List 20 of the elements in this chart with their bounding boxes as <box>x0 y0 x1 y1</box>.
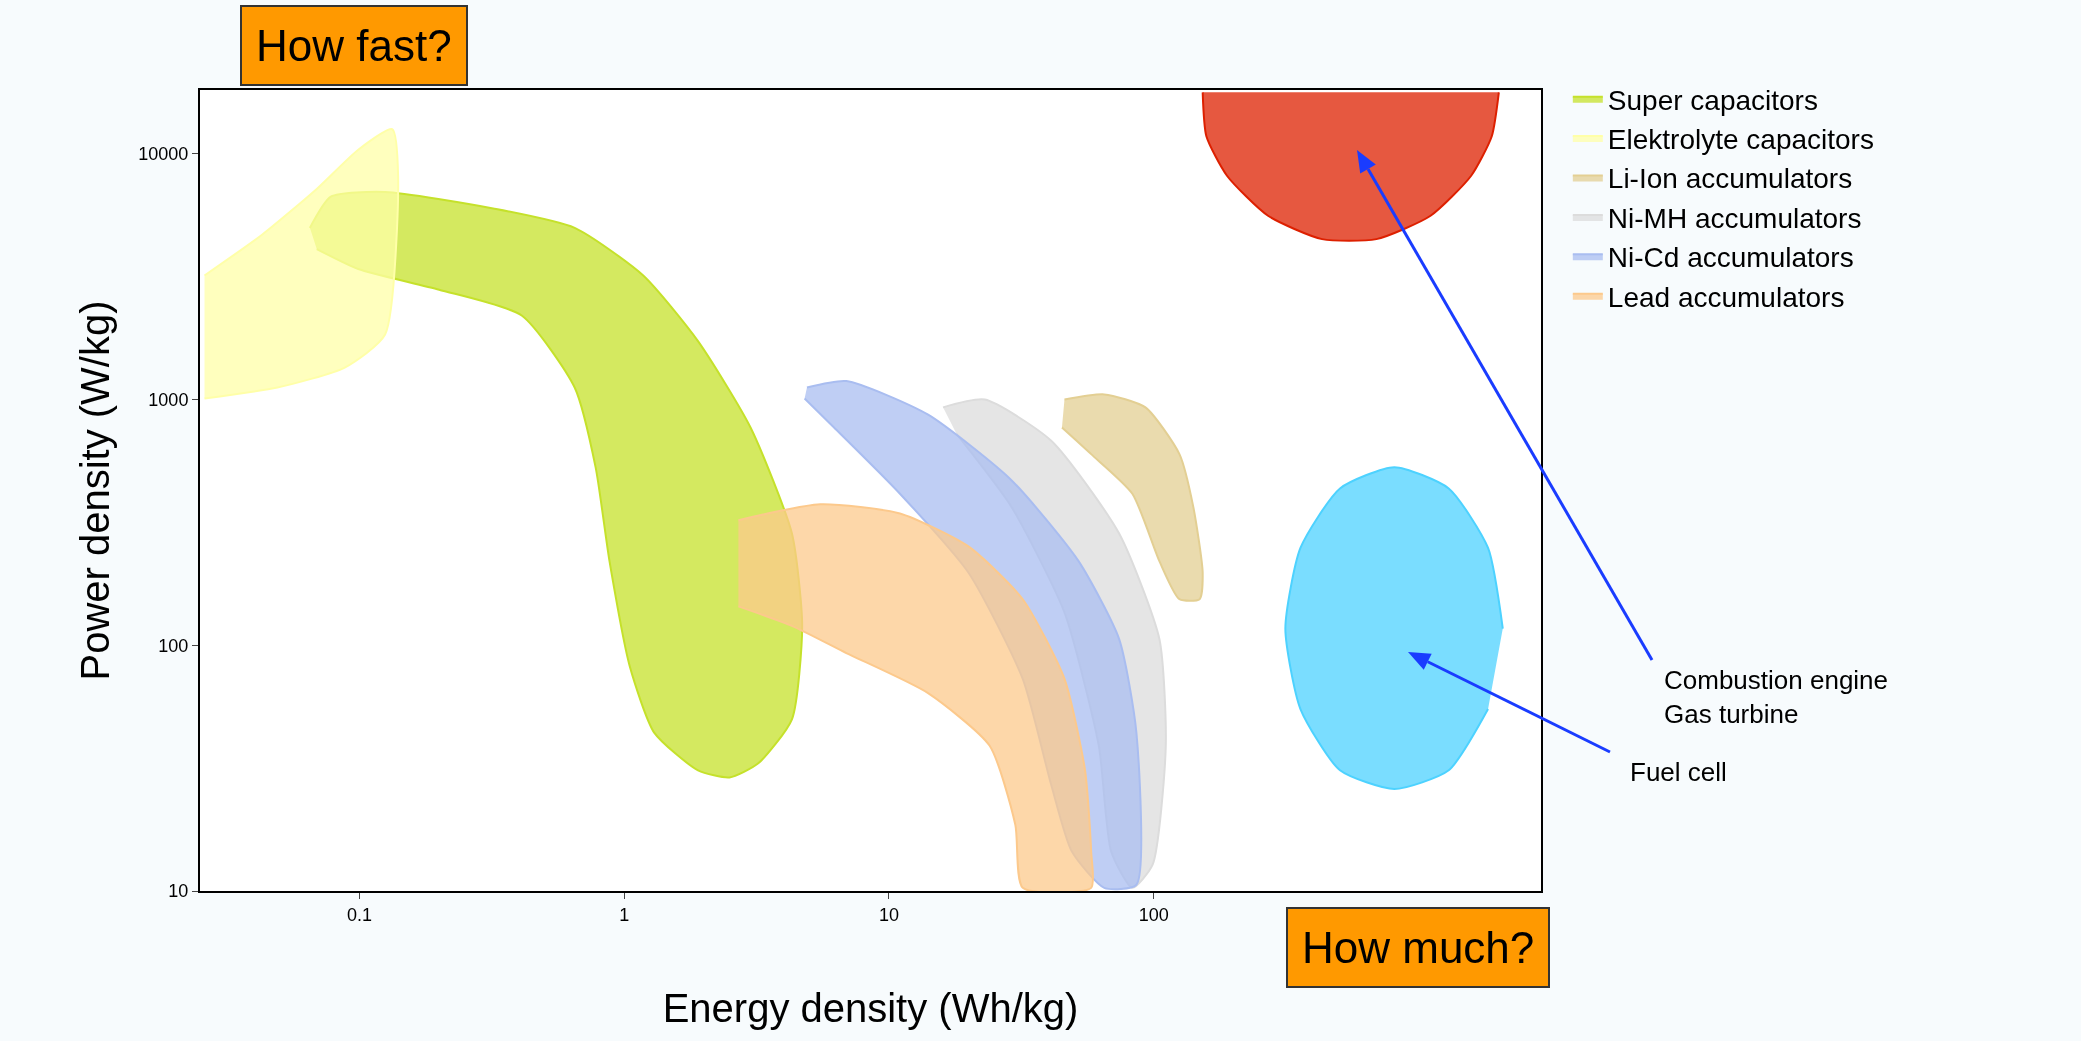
x-axis-title: Energy density (Wh/kg) <box>662 986 1079 1030</box>
x-tick-label: 0.1 <box>346 904 372 925</box>
y-tick-label: 10000 <box>138 144 189 165</box>
y-tick-label: 100 <box>158 635 189 656</box>
text: Combustion engine Gas turbine <box>1664 665 1889 729</box>
y-tick-label: 1000 <box>148 389 189 410</box>
x-tick-label: 1 <box>619 904 630 925</box>
legend-label: Ni-MH accumulators <box>1607 202 1862 234</box>
legend-label: Ni-Cd accumulators <box>1607 242 1854 274</box>
legend-label: Li-Ion accumulators <box>1607 163 1853 195</box>
text: How much? <box>1302 923 1535 972</box>
x-tick-label: 100 <box>1138 904 1169 925</box>
legend-label: Super capacitors <box>1607 84 1818 116</box>
y-axis-title: Power density (W/kg) <box>73 300 117 681</box>
legend-label: Elektrolyte capacitors <box>1607 124 1874 155</box>
x-tick-label: 10 <box>878 904 900 925</box>
y-tick-label: 10 <box>168 881 189 902</box>
legend-label: Lead accumulators <box>1607 281 1845 313</box>
text: How fast? <box>256 21 452 70</box>
text: Fuel cell <box>1630 757 1727 787</box>
